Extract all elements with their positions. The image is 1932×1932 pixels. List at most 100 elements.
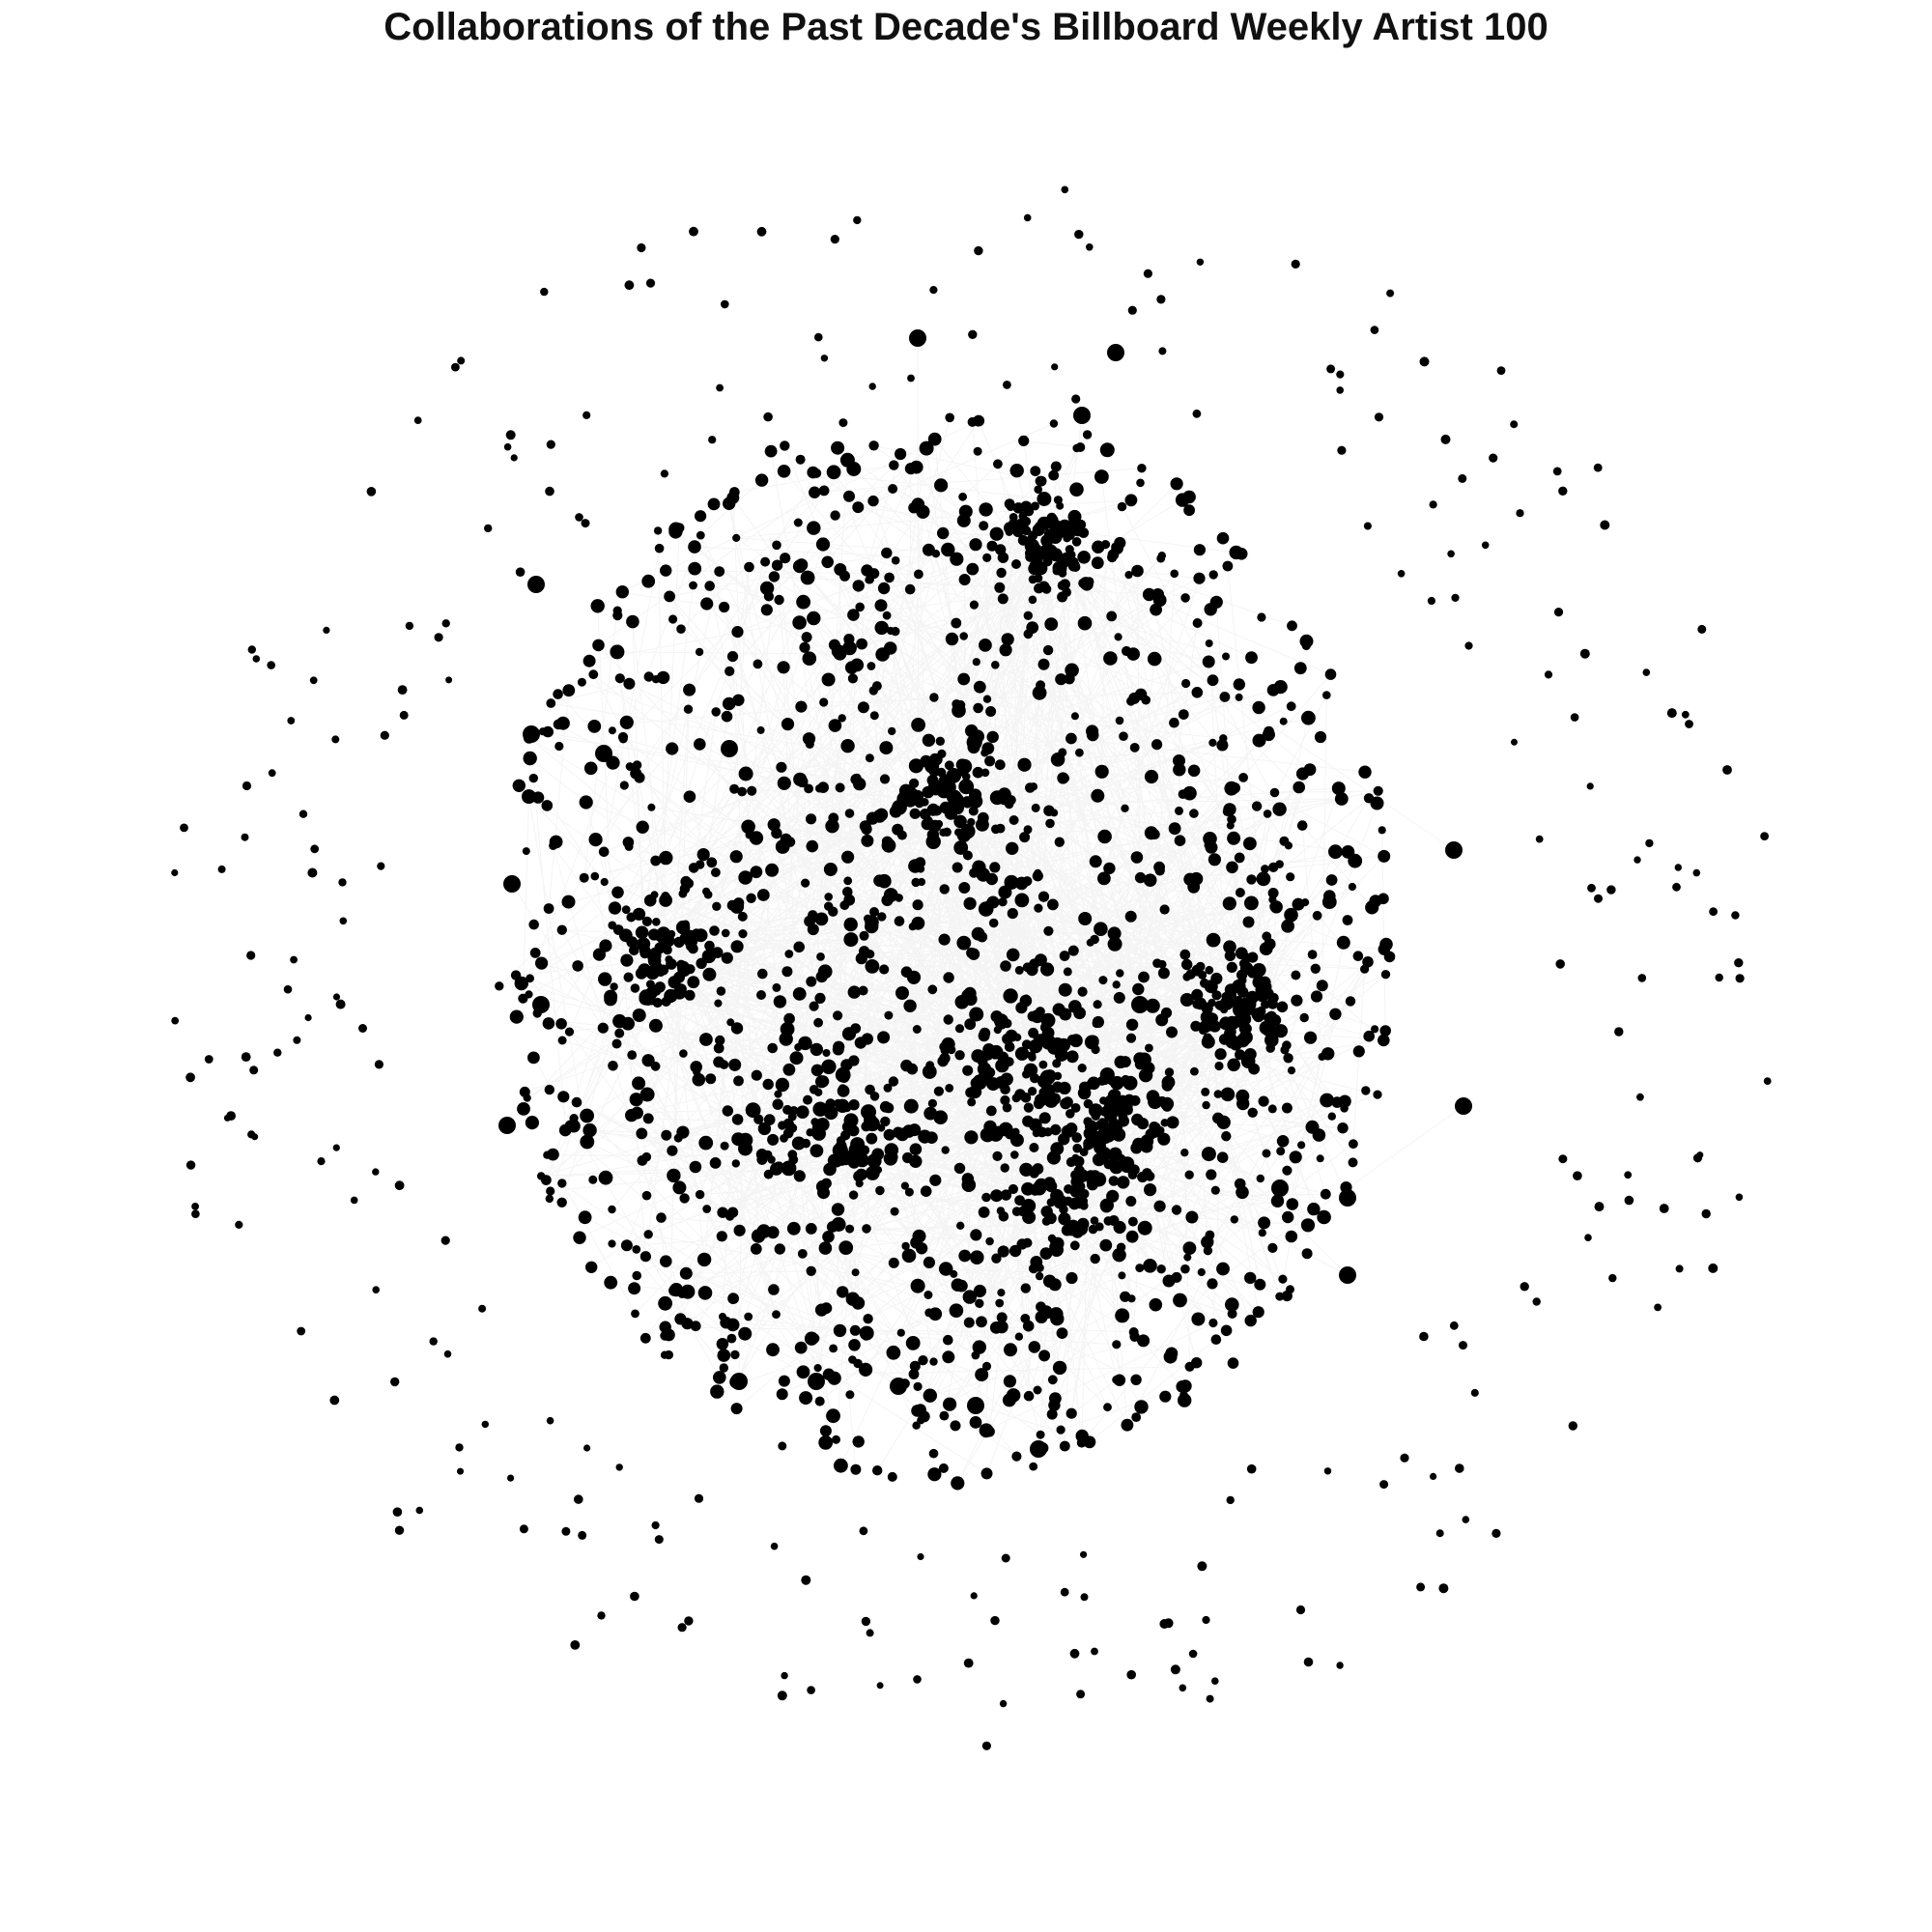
- network-node: [875, 647, 890, 662]
- network-node: [611, 1038, 622, 1049]
- network-node: [1220, 1087, 1236, 1102]
- network-node: [997, 1289, 1006, 1297]
- network-node: [1038, 1112, 1051, 1124]
- network-node: [1458, 473, 1467, 483]
- network-node: [1202, 1615, 1210, 1625]
- network-node: [867, 495, 879, 507]
- network-node: [1086, 724, 1099, 738]
- network-node: [1041, 1216, 1051, 1226]
- network-node: [1023, 825, 1033, 835]
- network-node: [818, 1435, 834, 1450]
- network-node: [763, 591, 775, 602]
- network-node: [542, 1017, 555, 1030]
- network-node: [1050, 461, 1062, 472]
- network-node: [689, 581, 697, 590]
- network-node: [1449, 1321, 1459, 1330]
- network-node: [1011, 559, 1021, 569]
- network-node: [890, 1207, 899, 1216]
- network-node: [961, 1178, 977, 1192]
- network-node: [1094, 469, 1109, 484]
- network-node: [523, 725, 540, 743]
- network-node: [273, 1048, 282, 1057]
- network-node: [1307, 1202, 1321, 1216]
- network-node: [823, 863, 838, 876]
- network-node: [1208, 1318, 1218, 1328]
- network-node: [1050, 1188, 1065, 1203]
- network-node: [1117, 501, 1127, 512]
- network-node: [1320, 1188, 1331, 1200]
- network-node: [1593, 463, 1603, 472]
- network-node: [720, 1141, 729, 1151]
- network-node: [557, 1091, 570, 1103]
- network-node: [1734, 958, 1744, 968]
- network-node: [906, 1063, 919, 1075]
- network-node: [1166, 1026, 1178, 1038]
- network-node: [1555, 959, 1565, 969]
- network-node: [1092, 1152, 1106, 1167]
- network-node: [624, 841, 634, 851]
- network-node: [1044, 617, 1059, 631]
- network-node: [751, 1229, 766, 1243]
- network-node: [1275, 1292, 1285, 1301]
- network-node: [1157, 1132, 1171, 1146]
- network-node: [171, 868, 179, 877]
- network-node: [592, 639, 605, 652]
- network-node: [1273, 680, 1288, 695]
- network-node: [574, 1494, 583, 1504]
- network-node: [310, 844, 320, 854]
- network-node: [1293, 781, 1305, 794]
- network-node: [673, 1133, 683, 1143]
- network-node: [849, 1324, 861, 1336]
- network-node: [1106, 611, 1118, 622]
- network-node: [975, 817, 989, 832]
- network-node: [823, 1162, 837, 1177]
- network-node: [1516, 509, 1524, 518]
- network-node: [1760, 832, 1769, 840]
- network-node: [694, 1493, 704, 1503]
- network-node: [1301, 898, 1310, 907]
- network-node: [627, 1050, 638, 1060]
- network-node: [1157, 552, 1167, 560]
- network-node: [969, 788, 982, 802]
- network-node: [1268, 862, 1279, 873]
- network-node: [1107, 936, 1122, 952]
- network-node: [1014, 1089, 1026, 1100]
- network-node: [1093, 1000, 1102, 1009]
- network-node: [578, 1530, 587, 1540]
- network-node: [1134, 1400, 1149, 1414]
- network-node: [1301, 1218, 1313, 1231]
- network-node: [1035, 1007, 1045, 1017]
- network-node: [796, 1105, 810, 1119]
- network-node: [610, 644, 625, 660]
- network-node: [721, 710, 733, 723]
- network-node: [683, 790, 696, 803]
- network-node: [1190, 1066, 1199, 1076]
- network-node: [1180, 1264, 1190, 1274]
- network-node: [632, 1270, 641, 1281]
- network-node: [974, 1077, 987, 1090]
- network-node: [1179, 1684, 1187, 1692]
- network-node: [730, 1403, 743, 1415]
- network-node: [703, 890, 713, 899]
- network-node: [738, 929, 748, 939]
- network-node: [848, 1355, 857, 1364]
- network-node: [1568, 1421, 1578, 1431]
- network-node: [713, 1056, 724, 1068]
- network-node: [943, 1334, 953, 1346]
- network-node: [668, 522, 684, 537]
- network-node: [1281, 919, 1294, 933]
- network-node: [1143, 873, 1157, 887]
- network-node: [579, 872, 589, 883]
- network-node: [859, 946, 870, 957]
- network-node: [1087, 1076, 1100, 1091]
- network-node: [818, 1241, 833, 1255]
- network-node: [722, 696, 736, 711]
- network-node: [1216, 531, 1230, 545]
- network-node: [859, 1526, 868, 1536]
- network-node: [597, 1022, 609, 1034]
- network-node: [984, 755, 996, 767]
- network-node: [967, 416, 978, 427]
- network-node: [802, 632, 811, 641]
- network-node: [698, 1135, 714, 1151]
- network-node: [982, 553, 992, 563]
